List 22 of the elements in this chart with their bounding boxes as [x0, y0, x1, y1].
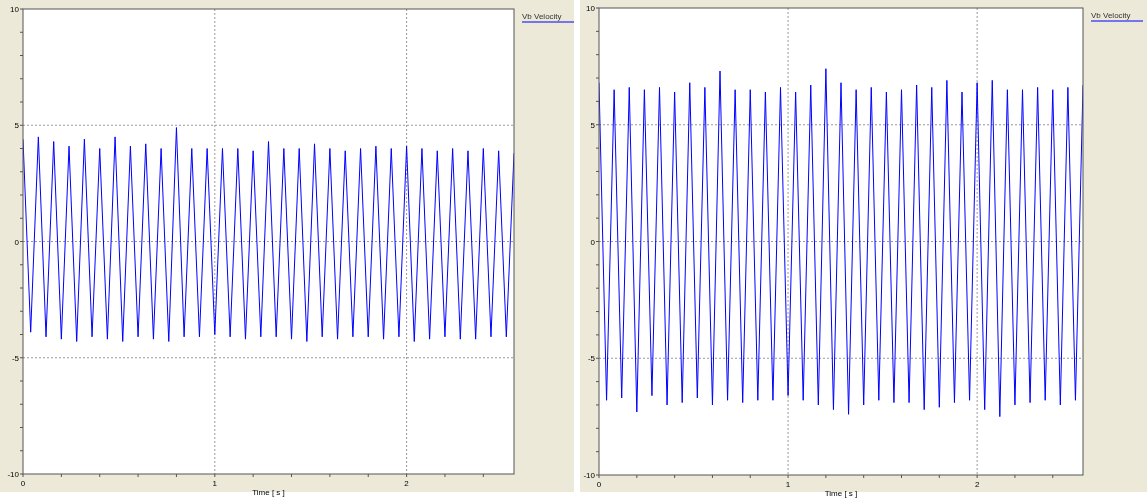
x-tick-label: 2 — [404, 479, 410, 488]
y-tick-label: 10 — [586, 4, 596, 13]
x-tick-label: 1 — [212, 479, 218, 488]
x-tick-label: 0 — [20, 479, 26, 488]
y-tick-label: -5 — [587, 354, 596, 364]
line-series — [23, 127, 514, 342]
y-tick-label: 5 — [590, 120, 596, 130]
text: Vb Velocity — [522, 12, 562, 21]
x-tick-label: 0 — [596, 480, 602, 489]
y-tick-label: 5 — [14, 121, 20, 131]
y-tick-label: 0 — [590, 237, 596, 247]
x-axis-title: Time [ s ] — [824, 489, 858, 498]
y-tick-label: -5 — [11, 353, 20, 363]
x-tick-label: 2 — [974, 480, 980, 489]
x-axis-title: Time [ s ] — [252, 488, 285, 497]
y-tick-label: -10 — [7, 470, 20, 479]
y-tick-label: -10 — [583, 471, 596, 480]
y-tick-label: 0 — [14, 237, 20, 247]
line-series — [599, 68, 1083, 418]
x-tick-label: 1 — [785, 480, 791, 489]
text: Vb Velocity — [1091, 11, 1131, 20]
y-tick-label: 10 — [10, 5, 20, 14]
